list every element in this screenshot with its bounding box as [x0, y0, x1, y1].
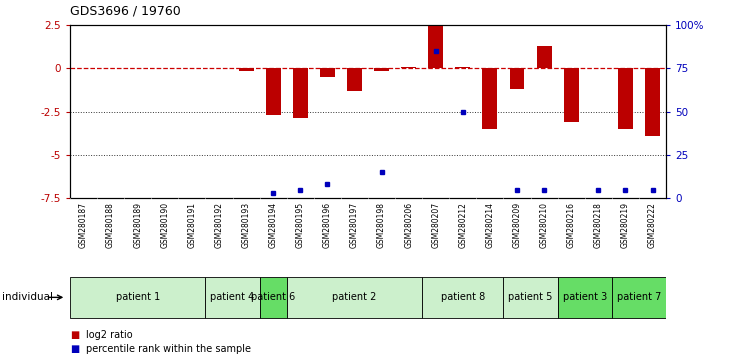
Bar	[509, 68, 525, 89]
Text: percentile rank within the sample: percentile rank within the sample	[86, 344, 251, 354]
Text: patient 6: patient 6	[251, 292, 295, 302]
Bar	[422, 277, 503, 318]
Text: GSM280192: GSM280192	[214, 202, 224, 248]
Text: patient 1: patient 1	[116, 292, 160, 302]
Bar	[503, 277, 558, 318]
Text: GSM280194: GSM280194	[269, 202, 277, 248]
Text: GSM280210: GSM280210	[539, 202, 548, 248]
Bar	[374, 68, 389, 71]
Text: individual: individual	[2, 292, 53, 302]
Text: GSM280216: GSM280216	[567, 202, 576, 248]
Text: GSM280193: GSM280193	[241, 202, 250, 248]
Text: GSM280198: GSM280198	[377, 202, 386, 248]
Bar	[205, 277, 260, 318]
Text: GSM280219: GSM280219	[621, 202, 630, 248]
Text: patient 3: patient 3	[562, 292, 607, 302]
Text: GSM280214: GSM280214	[486, 202, 495, 248]
Bar	[287, 277, 422, 318]
Text: GSM280207: GSM280207	[431, 202, 440, 248]
Text: patient 5: patient 5	[509, 292, 553, 302]
Text: patient 8: patient 8	[441, 292, 485, 302]
Bar	[401, 67, 416, 68]
Bar	[293, 68, 308, 118]
Bar	[483, 68, 498, 129]
Text: GSM280191: GSM280191	[188, 202, 197, 248]
Bar	[612, 277, 666, 318]
Text: GSM280212: GSM280212	[459, 202, 467, 248]
Bar	[266, 68, 280, 115]
Text: GSM280189: GSM280189	[133, 202, 142, 248]
Bar	[537, 46, 551, 68]
Text: GSM280195: GSM280195	[296, 202, 305, 248]
Text: GSM280222: GSM280222	[648, 202, 657, 248]
Bar	[456, 67, 470, 68]
Text: GSM280197: GSM280197	[350, 202, 359, 248]
Text: ■: ■	[70, 344, 79, 354]
Bar	[238, 68, 253, 71]
Text: patient 7: patient 7	[617, 292, 661, 302]
Text: GSM280206: GSM280206	[404, 202, 413, 248]
Text: patient 4: patient 4	[210, 292, 255, 302]
Bar	[558, 277, 612, 318]
Text: GDS3696 / 19760: GDS3696 / 19760	[70, 5, 180, 18]
Bar	[564, 68, 578, 122]
Text: GSM280190: GSM280190	[160, 202, 169, 248]
Text: GSM280196: GSM280196	[323, 202, 332, 248]
Text: patient 2: patient 2	[332, 292, 377, 302]
Bar	[320, 68, 335, 77]
Bar	[260, 277, 287, 318]
Bar	[618, 68, 633, 129]
Bar	[70, 277, 205, 318]
Text: ■: ■	[70, 330, 79, 339]
Bar	[347, 68, 362, 91]
Bar	[428, 25, 443, 68]
Bar	[645, 68, 660, 136]
Text: GSM280187: GSM280187	[79, 202, 88, 248]
Text: GSM280188: GSM280188	[106, 202, 115, 248]
Text: GSM280218: GSM280218	[594, 202, 603, 248]
Text: GSM280209: GSM280209	[512, 202, 522, 248]
Text: log2 ratio: log2 ratio	[86, 330, 132, 339]
